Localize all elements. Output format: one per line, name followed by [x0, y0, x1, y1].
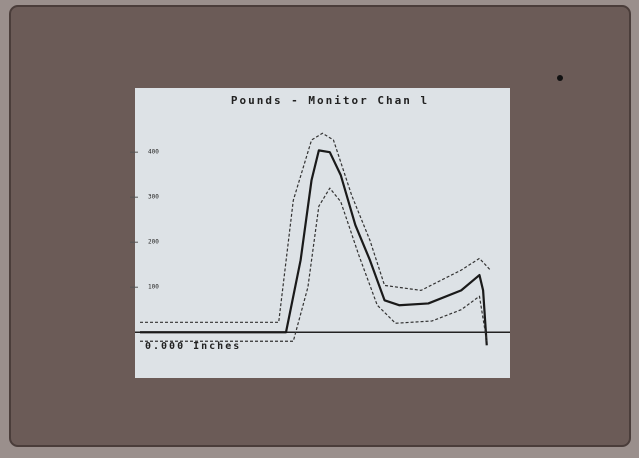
y-tick-label: 200 [148, 239, 159, 246]
y-tick-label: 100 [148, 284, 159, 291]
limit-line [140, 187, 488, 342]
chart-title: Pounds - Monitor Chan l [231, 94, 429, 107]
y-tick-label: 400 [148, 149, 159, 156]
limit-line [140, 132, 491, 323]
screen [135, 88, 510, 378]
data-line [140, 149, 488, 346]
y-tick-label: 300 [148, 194, 159, 201]
indicator-led [557, 75, 563, 81]
x-axis-label: 0.000 Inches [145, 341, 241, 352]
